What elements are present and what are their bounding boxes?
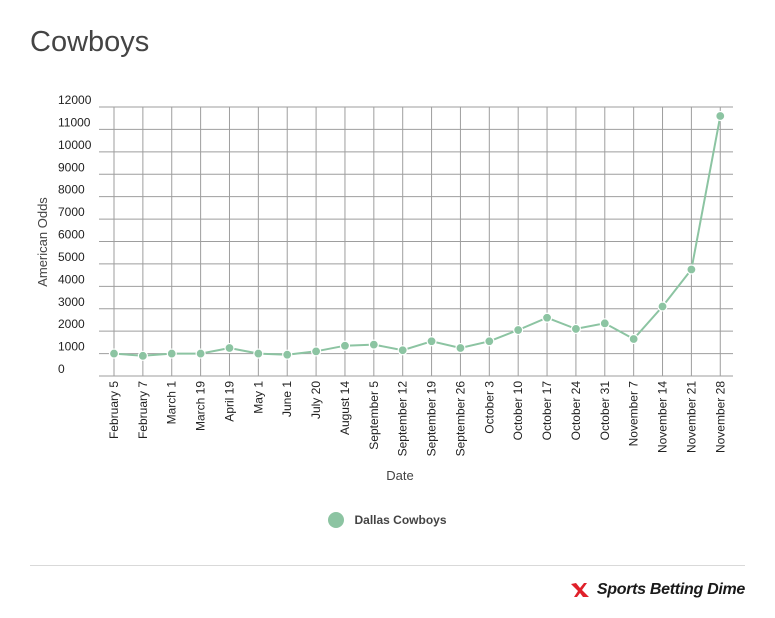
legend-swatch [328, 512, 345, 528]
series-line-dallas-cowboys [113, 115, 722, 357]
x-tick-label: March 1 [165, 381, 179, 425]
y-tick-label: 7000 [58, 205, 85, 219]
data-point[interactable] [686, 264, 697, 275]
brand-name: Sports Betting Dime [596, 581, 745, 598]
y-tick-label: 9000 [58, 160, 85, 174]
y-tick-label: 12000 [58, 93, 92, 107]
data-point[interactable] [628, 333, 639, 345]
x-tick-label: October 10 [511, 381, 525, 441]
data-point[interactable] [715, 110, 726, 122]
data-point[interactable] [599, 318, 610, 329]
chart-legend: Dallas Cowboys [0, 512, 775, 528]
x-tick-label: November 21 [684, 381, 698, 453]
x-tick-label: April 19 [222, 381, 236, 422]
y-tick-label: 10000 [58, 138, 92, 152]
data-point[interactable] [253, 348, 264, 359]
x-tick-label: June 1 [280, 381, 294, 417]
data-point[interactable] [513, 324, 524, 336]
x-tick-label: July 20 [309, 381, 323, 419]
y-axis-ticks: 0 1000 2000 3000 4000 5000 6000 7000 8000 9000 100… [58, 93, 92, 376]
x-tick-label: September 26 [453, 381, 467, 457]
data-point[interactable] [108, 348, 120, 359]
x-tick-label: May 1 [251, 381, 265, 414]
y-tick-label: 3000 [58, 295, 85, 309]
line-chart: 0 1000 2000 3000 4000 5000 6000 7000 8000 9000 100… [35, 93, 733, 483]
x-tick-label: October 24 [569, 381, 583, 441]
data-point[interactable] [570, 323, 582, 335]
footer-divider [30, 565, 745, 566]
data-point[interactable] [195, 348, 206, 359]
y-tick-label: 1000 [58, 340, 85, 354]
data-point[interactable] [137, 350, 148, 361]
data-point[interactable] [657, 301, 668, 312]
sports-betting-dime-logo-icon [570, 583, 589, 597]
y-axis-title: American Odds [35, 197, 50, 287]
x-tick-label: February 5 [107, 381, 121, 439]
x-tick-label: November 28 [713, 381, 727, 453]
y-tick-label: 8000 [58, 183, 85, 197]
y-tick-label: 11000 [58, 115, 91, 129]
chart-grid [99, 106, 733, 377]
y-tick-label: 2000 [58, 317, 85, 331]
data-point[interactable] [310, 346, 322, 357]
data-point[interactable] [339, 340, 351, 351]
x-tick-label: October 17 [540, 381, 554, 441]
y-tick-label: 0 [58, 362, 65, 376]
x-tick-label: September 5 [367, 381, 381, 450]
data-point[interactable] [166, 348, 177, 359]
data-point[interactable] [397, 345, 408, 356]
brand-logo: Sports Betting Dime [569, 580, 745, 600]
data-point[interactable] [426, 336, 437, 347]
data-point[interactable] [455, 342, 466, 354]
series-points [108, 110, 726, 361]
x-axis-title: Date [386, 468, 413, 483]
x-tick-label: November 14 [656, 381, 670, 453]
x-tick-label: October 31 [598, 381, 612, 441]
data-point[interactable] [282, 349, 293, 360]
x-tick-label: September 19 [425, 381, 439, 457]
y-tick-label: 4000 [58, 272, 85, 286]
x-tick-label: August 14 [338, 381, 352, 435]
data-point[interactable] [541, 312, 553, 323]
x-tick-label: October 3 [482, 381, 496, 434]
y-tick-label: 6000 [58, 228, 85, 242]
page-title: Cowboys [30, 26, 150, 58]
legend-label[interactable]: Dallas Cowboys [354, 513, 447, 527]
x-tick-label: February 7 [136, 381, 150, 439]
x-tick-label: September 12 [396, 381, 410, 457]
x-axis-ticks: February 5 February 7 March 1 March 19 April… [107, 381, 727, 457]
data-point[interactable] [368, 339, 379, 350]
data-point[interactable] [224, 342, 235, 354]
x-tick-label: November 7 [627, 381, 641, 447]
data-point[interactable] [484, 336, 495, 347]
y-tick-label: 5000 [58, 250, 85, 264]
x-tick-label: March 19 [194, 381, 208, 431]
